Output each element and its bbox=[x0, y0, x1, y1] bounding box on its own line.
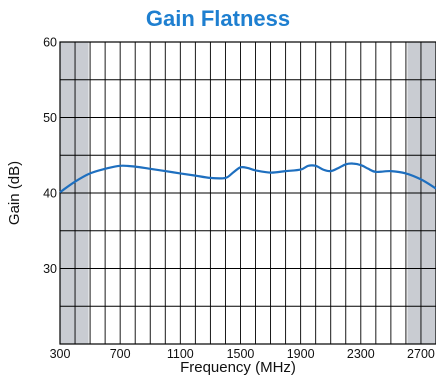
x-tick-label: 1100 bbox=[167, 347, 194, 361]
y-tick-label: 30 bbox=[43, 262, 57, 276]
x-tick-label: 700 bbox=[110, 347, 131, 361]
chart-title: Gain Flatness bbox=[145, 6, 291, 31]
plot-frame bbox=[59, 41, 436, 345]
x-tick-label: 1500 bbox=[227, 347, 255, 361]
y-axis-title: Gain (dB) bbox=[6, 161, 23, 225]
tick-labels: 300 700 1100 1500 1900 2300 2700 30 40 50 60 bbox=[43, 36, 435, 362]
x-axis-title: Frequency (MHz) bbox=[180, 359, 296, 376]
y-tick-label: 40 bbox=[43, 187, 57, 201]
x-tick-label: 1900 bbox=[287, 347, 315, 361]
x-tick-label: 300 bbox=[50, 347, 71, 361]
x-tick-label: 2300 bbox=[347, 347, 375, 361]
grid bbox=[60, 42, 436, 344]
y-tick-label: 50 bbox=[43, 111, 57, 125]
x-tick-label: 2700 bbox=[407, 347, 435, 361]
series-layer bbox=[59, 162, 436, 194]
y-tick-label: 60 bbox=[43, 36, 57, 50]
series-line bbox=[59, 162, 436, 194]
